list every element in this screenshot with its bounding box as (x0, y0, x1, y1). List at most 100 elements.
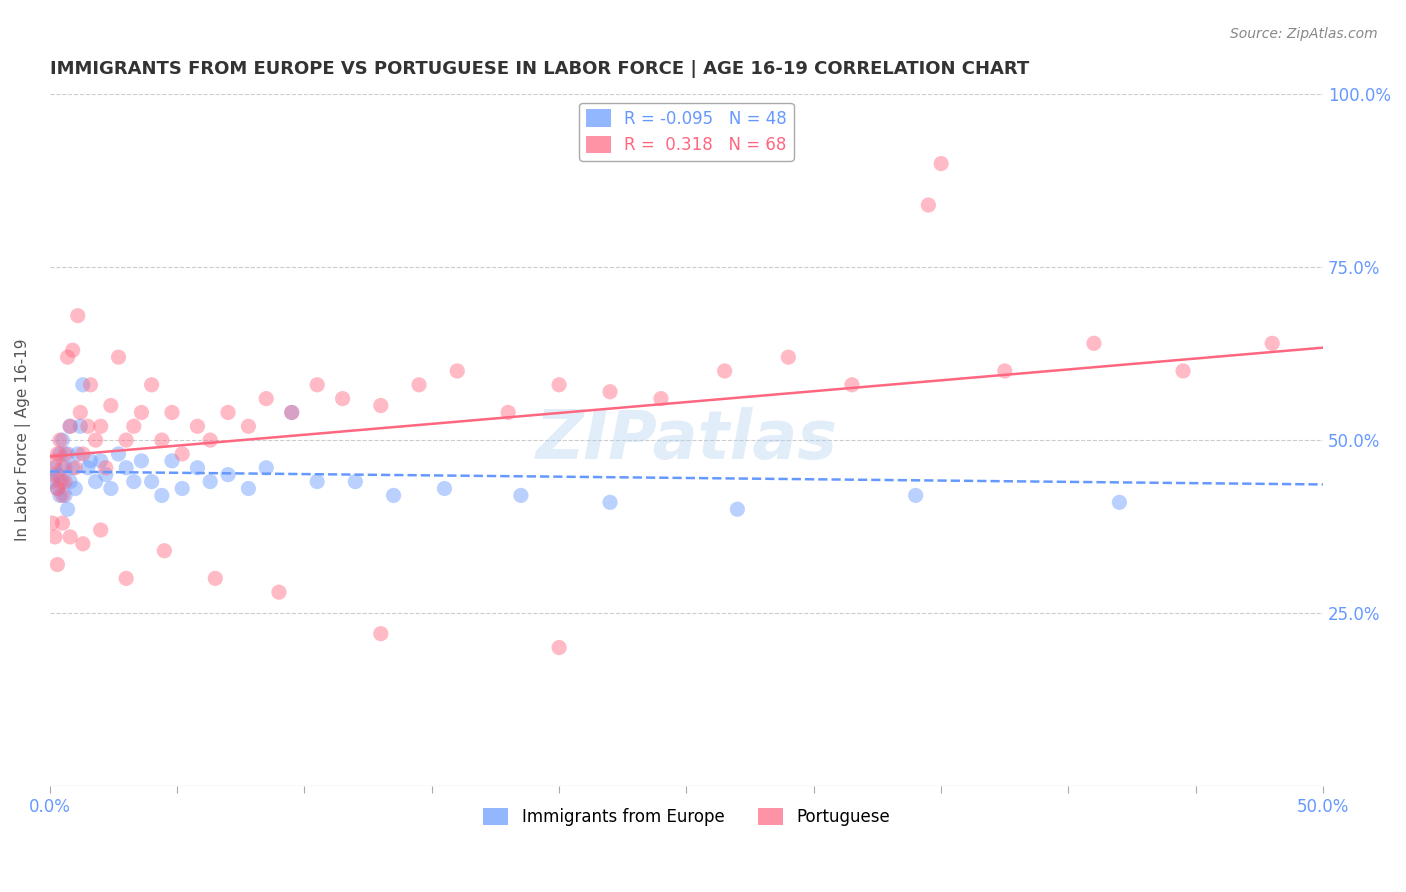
Point (51, 516, 73, 530)
Point (200, 433, 222, 447)
Point (90, 454, 112, 468)
Point (131, 405, 153, 419)
Point (153, 543, 176, 558)
Point (51, 488, 73, 502)
Point (307, 475, 329, 489)
Point (917, 198, 939, 212)
Point (51, 460, 73, 475)
Point (59, 475, 82, 489)
Point (59, 419, 82, 434)
Point (280, 405, 302, 419)
Point (56, 350, 79, 364)
Point (172, 447, 194, 461)
Point (267, 585, 290, 599)
Point (41, 516, 63, 530)
Point (56, 447, 79, 461)
Point (150, 433, 173, 447)
Point (217, 405, 239, 419)
Point (122, 419, 145, 434)
Point (63, 460, 86, 475)
Text: ZIPatlas: ZIPatlas (536, 407, 838, 473)
Point (548, 377, 571, 392)
Y-axis label: In Labor Force | Age 16-19: In Labor Force | Age 16-19 (15, 339, 31, 541)
Point (433, 482, 456, 496)
Point (200, 475, 222, 489)
Point (46, 467, 69, 482)
Point (496, 405, 519, 419)
Point (53, 447, 76, 461)
Point (599, 495, 621, 509)
Point (408, 377, 430, 392)
Point (307, 377, 329, 392)
Point (72, 537, 94, 551)
Point (51, 475, 73, 489)
Point (66, 309, 89, 323)
Point (46, 447, 69, 461)
Point (59, 419, 82, 434)
Point (53, 475, 76, 489)
Point (59, 530, 82, 544)
Point (44, 454, 66, 468)
Point (63, 482, 86, 496)
Point (49, 488, 72, 502)
Point (107, 447, 129, 461)
Point (509, 488, 531, 502)
Point (46, 482, 69, 496)
Point (84, 433, 107, 447)
Point (725, 502, 748, 516)
Point (841, 377, 863, 392)
Point (94, 460, 117, 475)
Point (160, 454, 183, 468)
Point (62, 343, 84, 358)
Point (79, 454, 101, 468)
Point (599, 384, 621, 399)
Point (56, 502, 79, 516)
Point (66, 447, 89, 461)
Point (238, 419, 260, 434)
Point (150, 488, 173, 502)
Legend: Immigrants from Europe, Portuguese: Immigrants from Europe, Portuguese (477, 801, 897, 833)
Point (49, 447, 72, 461)
Point (53, 488, 76, 502)
Point (69, 405, 91, 419)
Point (131, 454, 153, 468)
Point (280, 405, 302, 419)
Point (332, 392, 354, 406)
Point (370, 626, 392, 640)
Point (204, 571, 226, 585)
Point (141, 475, 163, 489)
Point (1083, 336, 1105, 351)
Point (446, 364, 468, 378)
Point (115, 460, 138, 475)
Point (217, 467, 239, 482)
Point (929, 156, 952, 170)
Point (115, 571, 138, 585)
Point (100, 399, 122, 413)
Point (994, 364, 1017, 378)
Point (90, 523, 112, 537)
Point (53, 460, 76, 475)
Point (77, 419, 100, 434)
Point (1261, 336, 1284, 351)
Point (41, 475, 63, 489)
Point (122, 475, 145, 489)
Point (713, 364, 735, 378)
Point (62, 460, 84, 475)
Point (1171, 364, 1194, 378)
Point (69, 419, 91, 434)
Point (186, 460, 208, 475)
Point (49, 433, 72, 447)
Point (254, 460, 277, 475)
Point (41, 467, 63, 482)
Point (72, 377, 94, 392)
Point (44, 460, 66, 475)
Point (115, 433, 138, 447)
Text: IMMIGRANTS FROM EUROPE VS PORTUGUESE IN LABOR FORCE | AGE 16-19 CORRELATION CHAR: IMMIGRANTS FROM EUROPE VS PORTUGUESE IN … (49, 60, 1029, 78)
Point (100, 482, 122, 496)
Point (548, 640, 571, 655)
Point (160, 405, 183, 419)
Point (46, 558, 69, 572)
Point (94, 467, 117, 482)
Point (370, 399, 392, 413)
Point (904, 488, 927, 502)
